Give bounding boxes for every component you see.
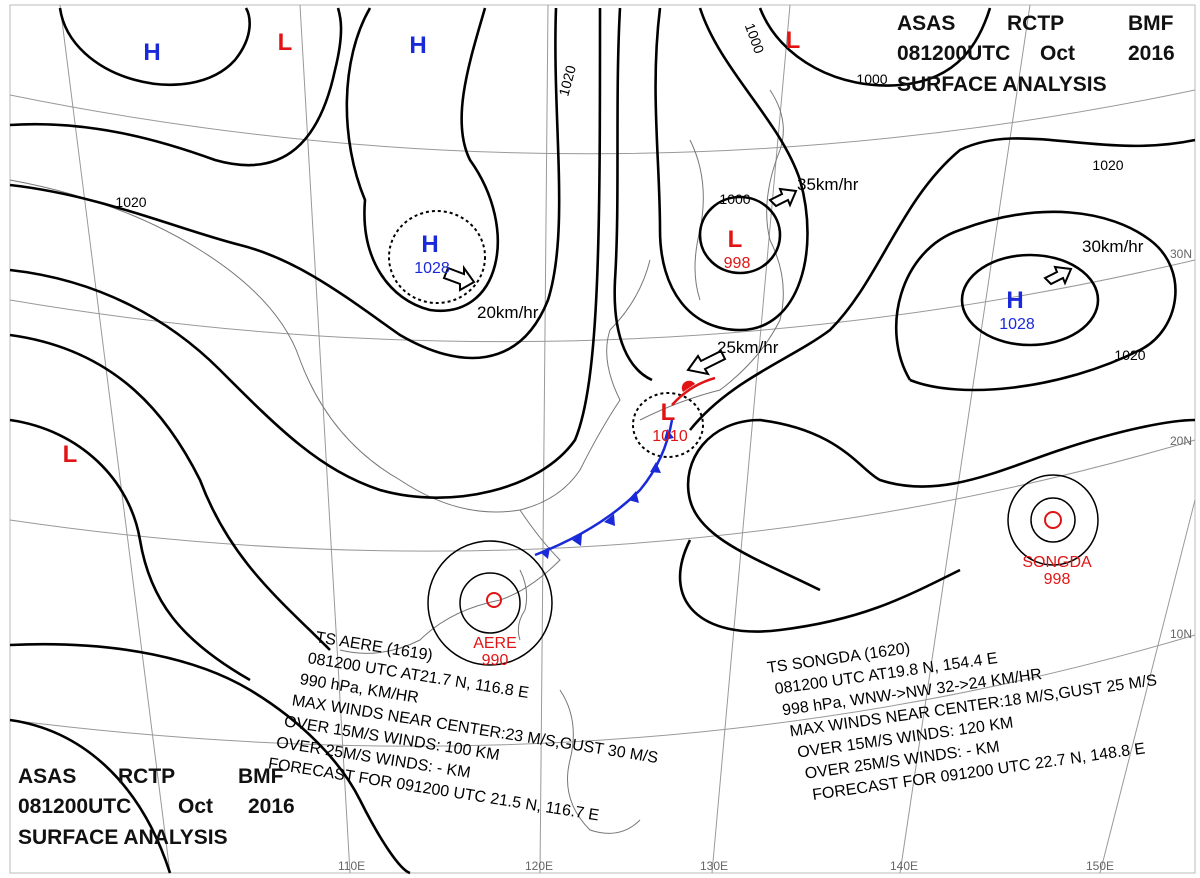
header-title: SURFACE ANALYSIS xyxy=(18,826,228,849)
motion-label: 30km/hr xyxy=(1082,237,1144,256)
typhoon-name: SONGDA xyxy=(1022,554,1092,571)
latitude-label: 30N xyxy=(1170,247,1192,261)
pressure-value: 1028 xyxy=(999,316,1035,333)
isobar-label: 1020 xyxy=(115,194,146,210)
header-time: 2016 xyxy=(248,795,295,818)
pressure-symbol: H xyxy=(1006,287,1023,314)
pressure-symbol: L xyxy=(728,226,743,253)
longitude-label: 130E xyxy=(700,859,728,873)
typhoon-pressure: 998 xyxy=(1044,571,1071,588)
isobar-label: 1000 xyxy=(856,71,887,87)
latitude-label: 10N xyxy=(1170,627,1192,641)
motion-label: 25km/hr xyxy=(717,338,779,357)
isobars xyxy=(9,7,1196,875)
pressure-symbol: L xyxy=(661,399,676,426)
header-time: Oct xyxy=(1040,42,1075,65)
pressure-symbol: L xyxy=(278,29,293,56)
motion-label: 20km/hr xyxy=(477,303,539,322)
header-time: 081200UTC xyxy=(18,795,131,818)
typhoon-pressure: 990 xyxy=(482,652,509,669)
graticule xyxy=(9,4,1196,874)
motion-label: 35km/hr xyxy=(797,175,859,194)
isobar-label: 1000 xyxy=(719,191,750,207)
header-title: SURFACE ANALYSIS xyxy=(897,73,1107,96)
latitude-label: 20N xyxy=(1170,434,1192,448)
isobar-label: 1020 xyxy=(1114,347,1145,363)
longitude-label: 140E xyxy=(890,859,918,873)
isobar-label: 1020 xyxy=(1092,157,1123,173)
frame xyxy=(9,4,1196,874)
header-time: 081200UTC xyxy=(897,42,1010,65)
pressure-symbol: H xyxy=(143,39,160,66)
pressure-symbol: L xyxy=(63,441,78,468)
longitude-label: 110E xyxy=(338,859,365,873)
pressure-value: 1028 xyxy=(414,260,450,277)
pressure-symbol: H xyxy=(409,32,426,59)
header-time: Oct xyxy=(178,795,213,818)
fronts xyxy=(534,376,716,559)
header-station: BMF xyxy=(238,765,284,788)
header-station: BMF xyxy=(1128,12,1174,35)
header-station: RCTP xyxy=(118,765,175,788)
pressure-symbol: L xyxy=(786,27,801,54)
header-station: ASAS xyxy=(18,765,76,788)
pressure-symbol: H xyxy=(421,231,438,258)
header-time: 2016 xyxy=(1128,42,1175,65)
pressure-value: 998 xyxy=(724,255,751,272)
motion-arrows xyxy=(442,187,1073,376)
longitude-label: 150E xyxy=(1086,859,1114,873)
header-station: ASAS xyxy=(897,12,955,35)
header-station: RCTP xyxy=(1007,12,1064,35)
typhoon-name: AERE xyxy=(473,635,517,652)
pressure-value: 1010 xyxy=(652,428,688,445)
longitude-label: 120E xyxy=(525,859,553,873)
isobar-label: 1020 xyxy=(555,63,579,97)
